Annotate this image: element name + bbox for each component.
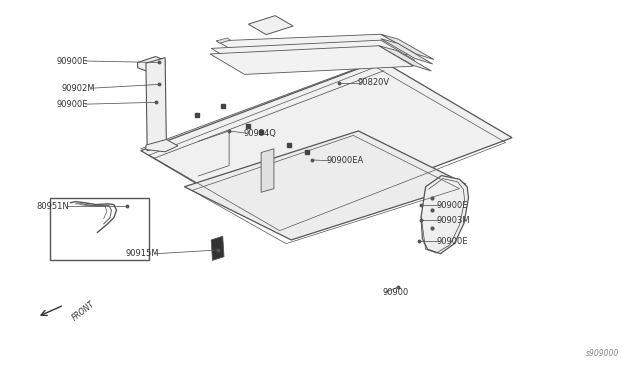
Text: s909000: s909000 — [586, 349, 620, 358]
Text: FRONT: FRONT — [70, 299, 97, 322]
Text: 90903M: 90903M — [436, 216, 470, 225]
Polygon shape — [421, 176, 468, 254]
Polygon shape — [211, 236, 224, 260]
Text: 90900E: 90900E — [57, 100, 88, 109]
Text: 80951N: 80951N — [36, 202, 69, 211]
Text: 90904Q: 90904Q — [243, 129, 276, 138]
Text: 90915M: 90915M — [125, 249, 159, 258]
Polygon shape — [381, 39, 433, 64]
Polygon shape — [141, 60, 512, 228]
Text: 90902M: 90902M — [61, 84, 95, 93]
Text: 90900E: 90900E — [436, 201, 468, 210]
Text: 90820V: 90820V — [357, 78, 389, 87]
Polygon shape — [211, 40, 415, 68]
Polygon shape — [146, 58, 166, 151]
Polygon shape — [248, 16, 293, 35]
Polygon shape — [381, 34, 434, 60]
Text: 90900: 90900 — [383, 288, 409, 296]
Polygon shape — [216, 38, 230, 43]
Polygon shape — [261, 149, 274, 192]
Polygon shape — [184, 131, 466, 240]
Text: 90900E: 90900E — [436, 237, 468, 246]
Text: 90900EA: 90900EA — [326, 156, 364, 165]
Polygon shape — [210, 46, 413, 74]
Polygon shape — [138, 57, 165, 71]
Polygon shape — [379, 46, 431, 71]
Bar — [50, 198, 149, 260]
Text: 90900E: 90900E — [57, 57, 88, 65]
Polygon shape — [146, 140, 178, 152]
Polygon shape — [216, 34, 416, 61]
